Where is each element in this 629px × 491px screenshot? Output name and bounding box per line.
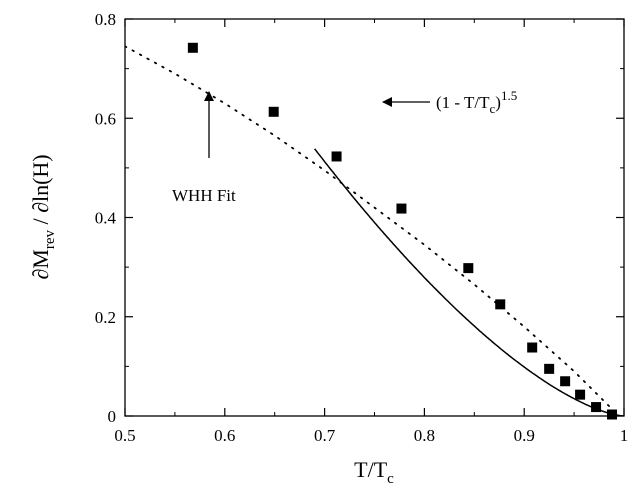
whh-annotation: WHH Fit xyxy=(172,186,236,205)
data-point xyxy=(495,299,506,310)
data-point xyxy=(575,389,586,400)
data-point xyxy=(331,151,342,162)
data-point xyxy=(268,106,279,117)
x-tick-label: 0.5 xyxy=(114,426,135,445)
y-axis-label-sub: rev xyxy=(42,230,58,250)
data-point xyxy=(187,42,198,53)
power-law-sup: 1.5 xyxy=(501,88,517,103)
y-tick-label: 0.2 xyxy=(95,308,116,327)
y-tick-label: 0 xyxy=(108,407,117,426)
power-law-after: ) xyxy=(495,93,501,112)
plot-frame xyxy=(124,18,625,417)
tick-labels: 0.5 0.6 0.7 0.8 0.9 1 0 0.2 0.4 0.6 0.8 xyxy=(95,10,629,445)
whh-fit-line xyxy=(125,45,615,412)
data-point xyxy=(527,342,538,353)
x-axis-label: T/Tc xyxy=(354,457,394,487)
data-point xyxy=(560,376,571,387)
y-axis-label: ∂Mrev / ∂ln(H) xyxy=(28,154,58,279)
power-law-line xyxy=(314,148,624,416)
x-tick-label: 0.9 xyxy=(514,426,535,445)
y-tick-label: 0.4 xyxy=(95,209,117,228)
data-point xyxy=(591,402,602,413)
x-tick-label: 0.6 xyxy=(214,426,235,445)
y-axis-label-part2: / ∂ln(H) xyxy=(28,154,53,230)
y-axis-label-part1: ∂M xyxy=(28,249,53,279)
data-point xyxy=(544,363,555,374)
x-axis-label-sub: c xyxy=(387,471,394,487)
axis-ticks xyxy=(124,18,625,417)
power-law-sub: c xyxy=(490,101,496,116)
data-point xyxy=(607,409,618,420)
data-point xyxy=(463,263,474,274)
x-tick-label: 0.8 xyxy=(414,426,435,445)
power-law-annotation: (1 - T/Tc)1.5 xyxy=(436,88,517,116)
y-tick-label: 0.6 xyxy=(95,109,116,128)
plot-area xyxy=(125,45,624,416)
data-points xyxy=(187,42,618,420)
power-law-text: (1 - T/T xyxy=(436,93,490,112)
data-point xyxy=(396,203,407,214)
x-axis-label-main: T/T xyxy=(354,457,388,482)
x-tick-label: 1 xyxy=(620,426,629,445)
x-tick-label: 0.7 xyxy=(314,426,336,445)
y-tick-label: 0.8 xyxy=(95,10,116,29)
